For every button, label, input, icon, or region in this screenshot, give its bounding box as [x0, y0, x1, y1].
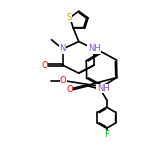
- Text: NH: NH: [97, 84, 110, 93]
- Text: S: S: [67, 13, 72, 22]
- Text: O: O: [41, 61, 48, 70]
- Text: F: F: [104, 130, 109, 139]
- Text: O: O: [60, 76, 67, 85]
- Text: NH: NH: [88, 45, 101, 54]
- Text: O: O: [66, 85, 73, 94]
- Text: N: N: [59, 45, 66, 54]
